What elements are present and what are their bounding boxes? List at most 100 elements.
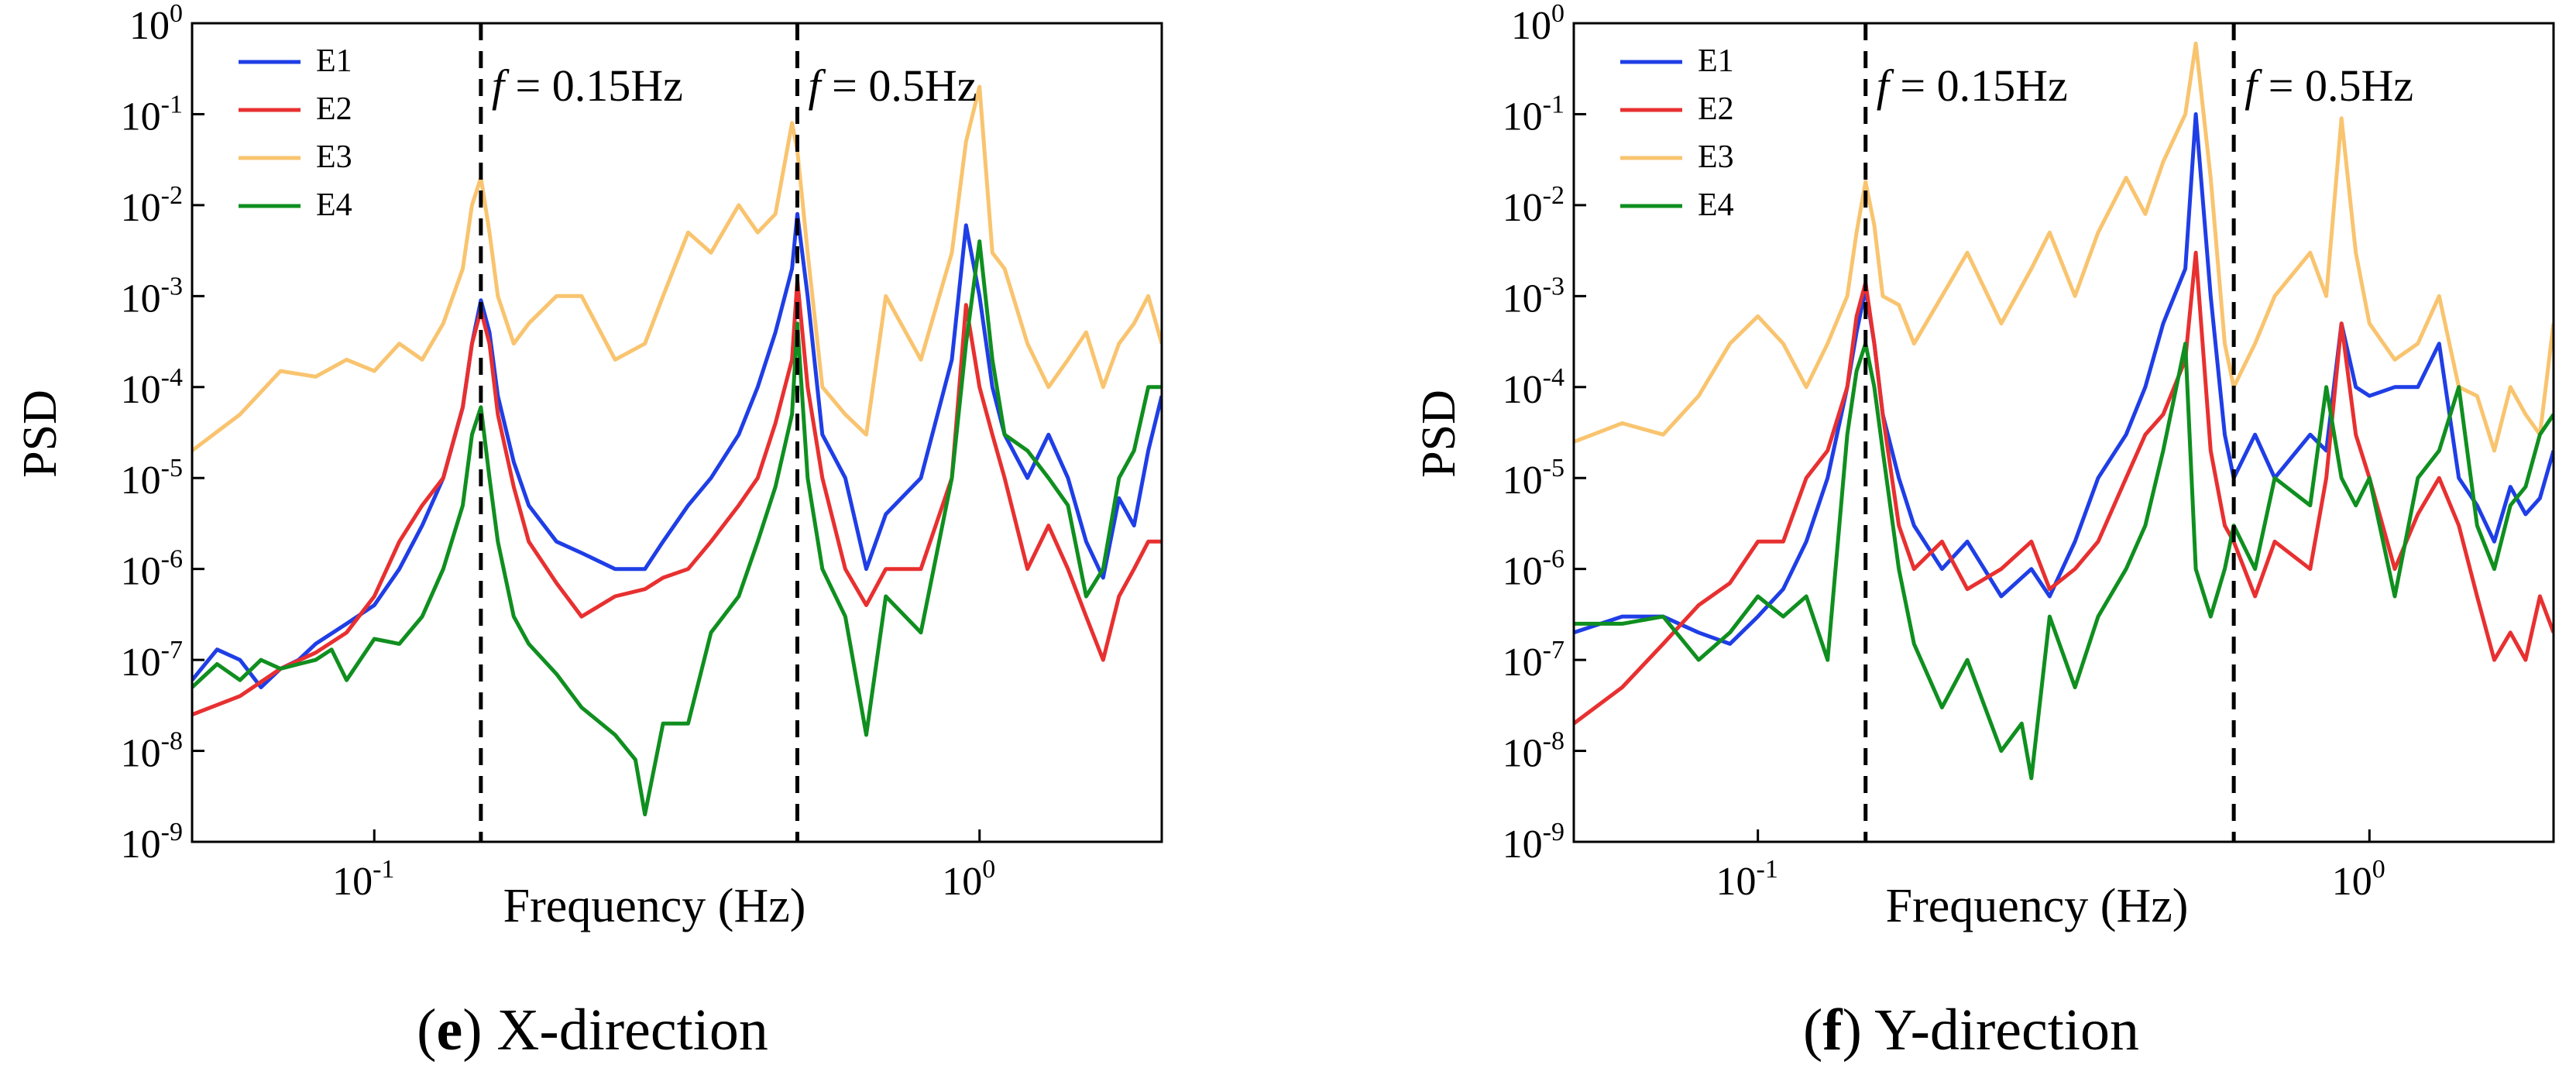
- y-tick-exp: -7: [161, 636, 183, 664]
- legend-label-e4: E4: [316, 187, 352, 223]
- y-tick-base: 10: [1503, 186, 1543, 230]
- x-tick-base: 10: [332, 860, 373, 904]
- x-axis-label: Frequency (Hz): [1886, 880, 2189, 932]
- y-tick-exp: -1: [161, 90, 183, 118]
- vline-label-rest: = 0.5Hz: [821, 60, 977, 111]
- x-tick-exp: 0: [982, 855, 995, 884]
- y-tick-label: 10-8: [1503, 727, 1564, 776]
- axes-frame: [1572, 22, 2555, 843]
- y-tick-label: 10-5: [1503, 454, 1564, 503]
- legend-label-e1: E1: [1698, 43, 1734, 79]
- series-line-e1: [192, 211, 1162, 689]
- y-tick-exp: -9: [161, 818, 183, 846]
- y-tick-base: 10: [1511, 4, 1551, 48]
- series-line-e4: [192, 239, 1162, 817]
- x-tick-label: 10-1: [332, 855, 394, 904]
- y-tick-base: 10: [121, 94, 161, 139]
- x-axis-label: Frequency (Hz): [503, 880, 806, 932]
- vline-label-0: f = 0.15Hz: [492, 60, 683, 111]
- y-tick-label: 100: [129, 0, 183, 48]
- y-tick-base: 10: [1503, 458, 1543, 503]
- vline-label-rest: = 0.15Hz: [504, 60, 683, 111]
- series-line-e3: [1574, 41, 2554, 453]
- y-tick-base: 10: [121, 458, 161, 503]
- x-tick-label: 100: [2332, 855, 2385, 904]
- y-tick-base: 10: [121, 186, 161, 230]
- legend-label-e3: E3: [1698, 139, 1734, 175]
- y-tick-base: 10: [1503, 276, 1543, 321]
- y-tick-base: 10: [121, 822, 161, 867]
- panel-y-direction: f = 0.15Hz f = 0.5Hz10-910-810-710-610-51…: [1413, 0, 2555, 1063]
- caption-text: X-direction: [483, 997, 768, 1063]
- y-tick-exp: -4: [161, 363, 183, 392]
- vline-label-0: f = 0.15Hz: [1877, 60, 2068, 111]
- y-tick-label: 10-1: [121, 90, 183, 139]
- series-line-e4: [1574, 342, 2554, 781]
- y-tick-label: 10-2: [121, 181, 183, 230]
- y-tick-base: 10: [121, 368, 161, 412]
- series-line-e2: [1574, 250, 2554, 726]
- y-tick-base: 10: [121, 276, 161, 321]
- y-tick-base: 10: [1503, 822, 1543, 867]
- vline-label-rest: = 0.15Hz: [1889, 60, 2068, 111]
- y-tick-label: 10-3: [121, 272, 183, 321]
- y-axis-label: PSD: [1413, 390, 1465, 478]
- legend-label-e1: E1: [316, 43, 352, 79]
- y-tick-label: 10-4: [1503, 363, 1564, 412]
- y-tick-label: 10-1: [1503, 90, 1564, 139]
- x-tick-exp: 0: [2372, 855, 2385, 884]
- caption-open-paren: (: [1803, 997, 1822, 1063]
- y-tick-label: 10-4: [121, 363, 183, 412]
- legend-label-e2: E2: [316, 91, 352, 127]
- y-tick-exp: -7: [1543, 636, 1564, 664]
- x-tick-exp: -1: [1757, 855, 1778, 884]
- x-tick-base: 10: [942, 860, 982, 904]
- vline-label-1: f = 0.5Hz: [2245, 60, 2413, 111]
- caption-close-paren: ): [462, 997, 482, 1063]
- y-tick-label: 10-3: [1503, 272, 1564, 321]
- y-tick-label: 10-9: [1503, 818, 1564, 867]
- panel-caption: (e) X-direction: [417, 997, 768, 1063]
- y-tick-base: 10: [1503, 732, 1543, 776]
- y-tick-exp: -2: [1543, 181, 1564, 210]
- series-line-e2: [192, 278, 1162, 717]
- caption-letter: f: [1822, 997, 1843, 1063]
- series-line-e1: [1574, 112, 2554, 646]
- y-tick-exp: -4: [1543, 363, 1564, 392]
- y-tick-exp: 0: [1551, 0, 1564, 28]
- y-tick-exp: -5: [161, 454, 183, 482]
- legend-label-e2: E2: [1698, 91, 1734, 127]
- legend-label-e3: E3: [316, 139, 352, 175]
- y-tick-label: 10-7: [1503, 636, 1564, 685]
- y-tick-exp: -2: [161, 181, 183, 210]
- y-tick-label: 10-7: [121, 636, 183, 685]
- caption-open-paren: (: [417, 997, 436, 1063]
- y-axis-label: PSD: [14, 390, 67, 478]
- series-group: [192, 84, 1162, 817]
- y-tick-base: 10: [1503, 94, 1543, 139]
- caption-letter: e: [436, 997, 462, 1063]
- y-tick-exp: 0: [170, 0, 183, 28]
- y-tick-exp: -8: [161, 727, 183, 756]
- y-tick-label: 100: [1511, 0, 1564, 48]
- panel-x-direction: f = 0.15Hz f = 0.5Hz10-910-810-710-610-51…: [14, 0, 1163, 1063]
- y-tick-exp: -6: [161, 545, 183, 574]
- y-tick-base: 10: [121, 732, 161, 776]
- axes-frame: [191, 22, 1163, 843]
- y-tick-exp: -5: [1543, 454, 1564, 482]
- y-tick-base: 10: [129, 4, 170, 48]
- caption-text: Y-direction: [1862, 997, 2139, 1063]
- y-tick-base: 10: [1503, 640, 1543, 685]
- x-tick-base: 10: [2332, 860, 2372, 904]
- y-tick-exp: -9: [1543, 818, 1564, 846]
- vline-label-1: f = 0.5Hz: [808, 60, 977, 111]
- x-tick-exp: -1: [373, 855, 394, 884]
- y-tick-label: 10-2: [1503, 181, 1564, 230]
- vline-label-rest: = 0.5Hz: [2257, 60, 2413, 111]
- x-tick-label: 10-1: [1716, 855, 1778, 904]
- y-tick-exp: -3: [161, 272, 183, 300]
- y-tick-exp: -8: [1543, 727, 1564, 756]
- series-line-e3: [192, 84, 1162, 452]
